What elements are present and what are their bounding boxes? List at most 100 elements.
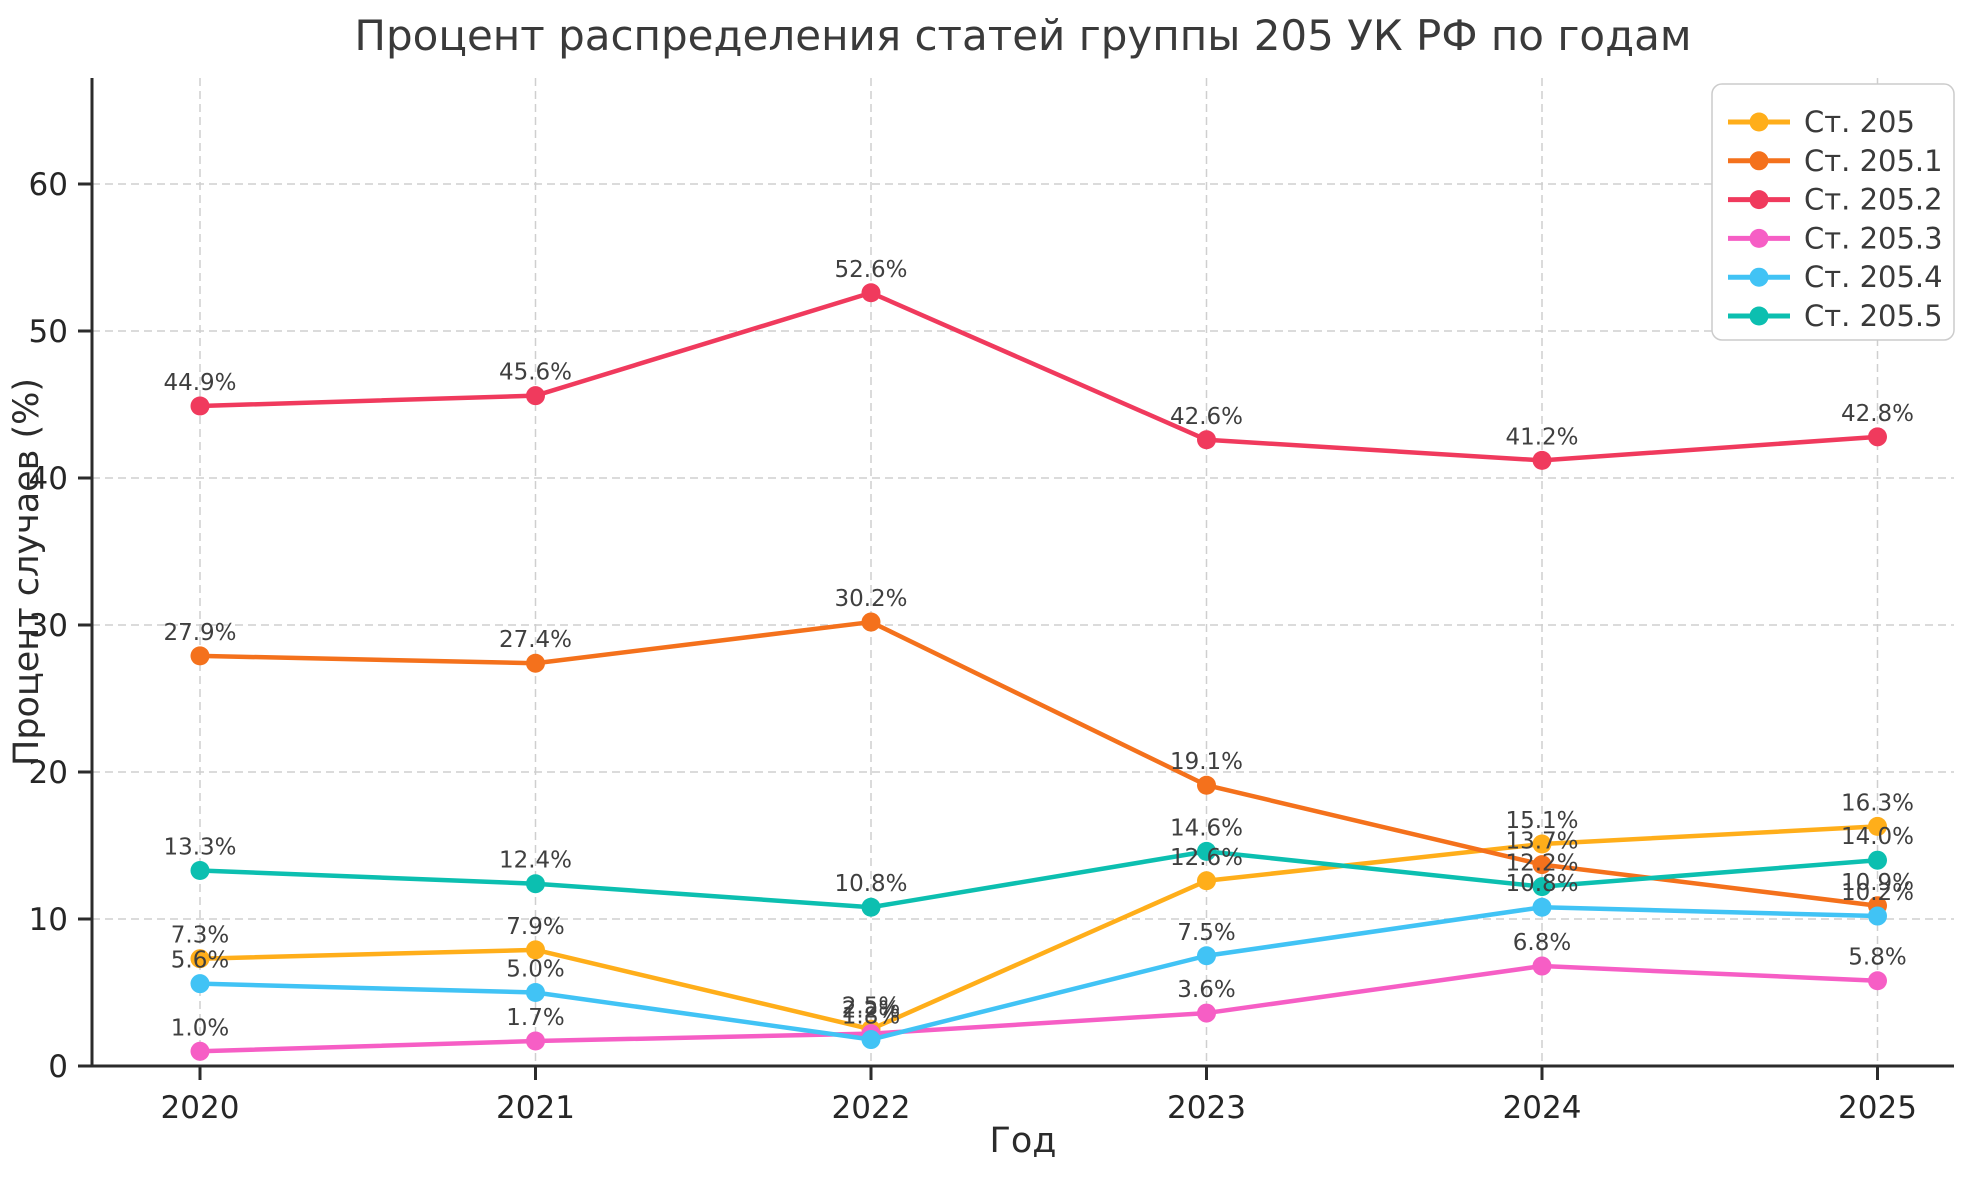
data-point-label: 2.5% — [842, 993, 900, 1019]
data-point — [1532, 956, 1552, 976]
legend-item: Ст. 205.4 — [1728, 260, 1943, 294]
y-tick-label: 10 — [29, 902, 68, 938]
legend-label: Ст. 205.4 — [1804, 260, 1943, 294]
data-point-label: 14.6% — [1170, 815, 1243, 841]
data-point-label: 13.7% — [1505, 829, 1578, 855]
data-point-label: 5.6% — [171, 948, 229, 974]
data-point-label: 12.4% — [499, 848, 572, 874]
legend-marker — [1749, 267, 1769, 287]
y-tick-label: 50 — [29, 314, 68, 350]
data-point-label: 44.9% — [163, 370, 236, 396]
data-point — [861, 283, 881, 303]
x-tick-label: 2021 — [496, 1090, 575, 1126]
legend-item: Ст. 205.1 — [1728, 144, 1943, 178]
data-point-label: 7.3% — [171, 923, 229, 949]
y-tick-label: 20 — [29, 755, 68, 791]
legend-item: Ст. 205.3 — [1728, 221, 1943, 255]
data-point-label: 13.3% — [163, 834, 236, 860]
legend-marker — [1749, 190, 1769, 210]
y-tick-label: 60 — [29, 167, 68, 203]
data-point-label: 30.2% — [834, 586, 907, 612]
x-tick-label: 2022 — [832, 1090, 911, 1126]
data-point-label: 45.6% — [499, 360, 572, 386]
data-point-label: 19.1% — [1170, 749, 1243, 775]
data-point-label: 52.6% — [834, 257, 907, 283]
series-line — [197, 904, 1880, 1042]
data-point-label: 2.2% — [842, 998, 900, 1024]
data-point — [526, 386, 545, 406]
legend-label: Ст. 205.3 — [1804, 221, 1943, 255]
data-point-label: 7.5% — [1177, 920, 1235, 946]
data-point-label: 14.0% — [1841, 824, 1914, 850]
data-point-label: 1.7% — [506, 1005, 564, 1031]
data-point — [1197, 1003, 1216, 1023]
data-point — [526, 653, 545, 673]
data-point — [1868, 906, 1887, 926]
data-point-label: 3.6% — [1177, 977, 1235, 1003]
legend-label: Ст. 205.2 — [1804, 183, 1943, 217]
data-point-label: 42.8% — [1841, 401, 1914, 427]
data-point-label: 1.8% — [842, 1004, 900, 1030]
y-tick-label: 30 — [29, 608, 68, 644]
data-point — [1197, 946, 1216, 966]
data-point — [190, 396, 210, 416]
y-tick-label: 40 — [29, 461, 68, 497]
data-point — [1532, 855, 1552, 875]
series-line — [197, 619, 1880, 909]
data-point — [1868, 816, 1887, 836]
data-point — [861, 612, 881, 632]
data-point-label: 6.8% — [1513, 930, 1571, 956]
data-point — [190, 974, 210, 994]
data-point — [526, 940, 545, 960]
legend-label: Ст. 205.1 — [1804, 144, 1943, 178]
data-point-label: 12.6% — [1170, 845, 1243, 871]
data-point-label: 10.8% — [1505, 871, 1578, 897]
legend-marker — [1749, 112, 1769, 132]
legend-label: Ст. 205.5 — [1804, 299, 1943, 333]
data-point-label: 12.2% — [1505, 851, 1578, 877]
data-point — [1532, 834, 1552, 854]
point-labels: 7.3% 7.9% 2.5% 12.6% 15.1% 16.3% 27.9% 27.4% 30.… — [163, 257, 1914, 1042]
series-line — [197, 824, 1880, 1032]
x-tick-label: 2023 — [1167, 1090, 1246, 1126]
data-point — [526, 983, 545, 1002]
data-point — [1532, 897, 1552, 917]
legend-marker — [1749, 228, 1769, 248]
axes: 0 10 20 30 40 50 60 2020 2021 2022 2023 2024 2025 — [29, 78, 1954, 1126]
data-point — [526, 1031, 545, 1051]
gridlines — [92, 78, 1954, 1066]
y-axis-title: Процент случаев (%) — [7, 378, 47, 766]
data-point-label: 41.2% — [1505, 424, 1578, 450]
data-point — [1197, 841, 1216, 861]
data-point-label: 10.9% — [1841, 870, 1914, 896]
series-line — [197, 963, 1880, 1054]
legend-item: Ст. 205.2 — [1728, 183, 1943, 217]
data-point — [861, 897, 881, 917]
data-point-label: 1.0% — [171, 1015, 229, 1041]
legend: Ст. 205 Ст. 205.1 Ст. 205.2 Ст. 205.3 Ст. 20… — [1711, 83, 1955, 341]
series-line — [197, 290, 1880, 463]
data-point-label: 5.8% — [1848, 945, 1906, 971]
data-point-label: 27.9% — [163, 620, 236, 646]
x-tick-label: 2020 — [161, 1090, 240, 1126]
data-point — [1532, 877, 1552, 897]
series-line — [197, 849, 1880, 910]
y-tick-label: 0 — [48, 1049, 68, 1085]
data-point-label: 27.4% — [499, 627, 572, 653]
data-point — [190, 1041, 210, 1061]
legend-marker — [1749, 151, 1769, 171]
data-point-label: 16.3% — [1841, 790, 1914, 816]
data-point — [1197, 871, 1216, 891]
data-point — [1197, 430, 1216, 450]
data-point — [861, 1030, 881, 1050]
chart-title: Процент распределения статей группы 205 … — [354, 11, 1691, 60]
data-point-label: 10.2% — [1841, 880, 1914, 906]
data-point-label: 5.0% — [506, 957, 564, 983]
data-point — [1868, 427, 1887, 447]
data-point — [1868, 850, 1887, 870]
x-tick-label: 2024 — [1503, 1090, 1582, 1126]
data-point-label: 15.1% — [1505, 808, 1578, 834]
data-point — [1868, 971, 1887, 991]
